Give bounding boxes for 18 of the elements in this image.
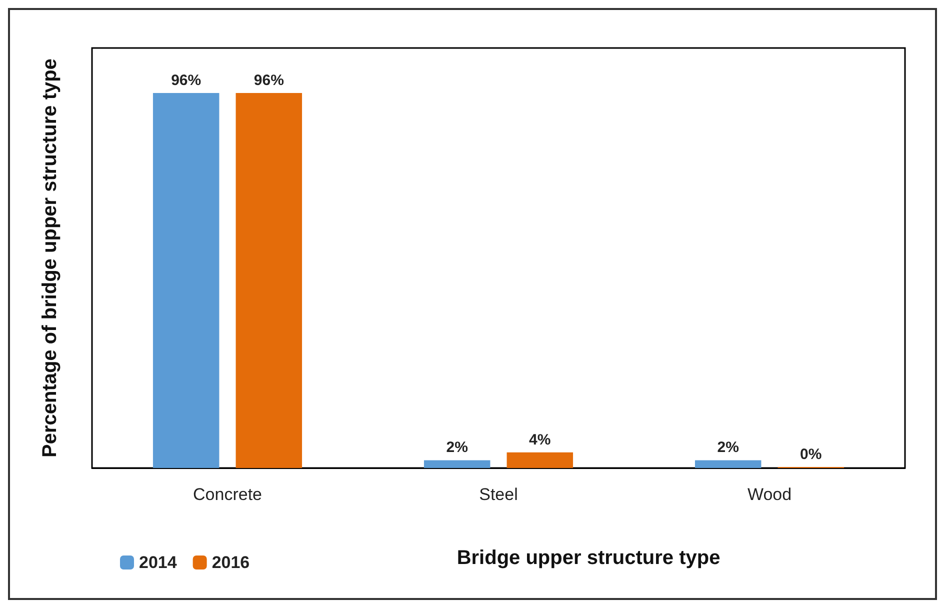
bar bbox=[424, 460, 490, 468]
bar bbox=[152, 93, 220, 468]
data-label: 0% bbox=[800, 446, 822, 463]
x-tick-label: Concrete bbox=[193, 485, 262, 504]
bar bbox=[694, 460, 762, 468]
data-label: 2% bbox=[717, 439, 739, 456]
y-axis-title: Percentage of bridge upper structure type bbox=[39, 58, 61, 458]
legend-label: 2016 bbox=[212, 553, 250, 572]
x-tick-label: Wood bbox=[747, 485, 792, 504]
data-label: 2% bbox=[446, 439, 468, 456]
data-label: 96% bbox=[171, 72, 202, 89]
bar bbox=[506, 452, 574, 468]
data-label: 4% bbox=[529, 431, 551, 448]
legend-label: 2014 bbox=[139, 553, 178, 572]
x-axis-title: Bridge upper structure type bbox=[456, 547, 720, 569]
bar bbox=[236, 93, 302, 468]
data-label: 96% bbox=[254, 72, 284, 89]
x-tick-label: Steel bbox=[479, 485, 518, 504]
